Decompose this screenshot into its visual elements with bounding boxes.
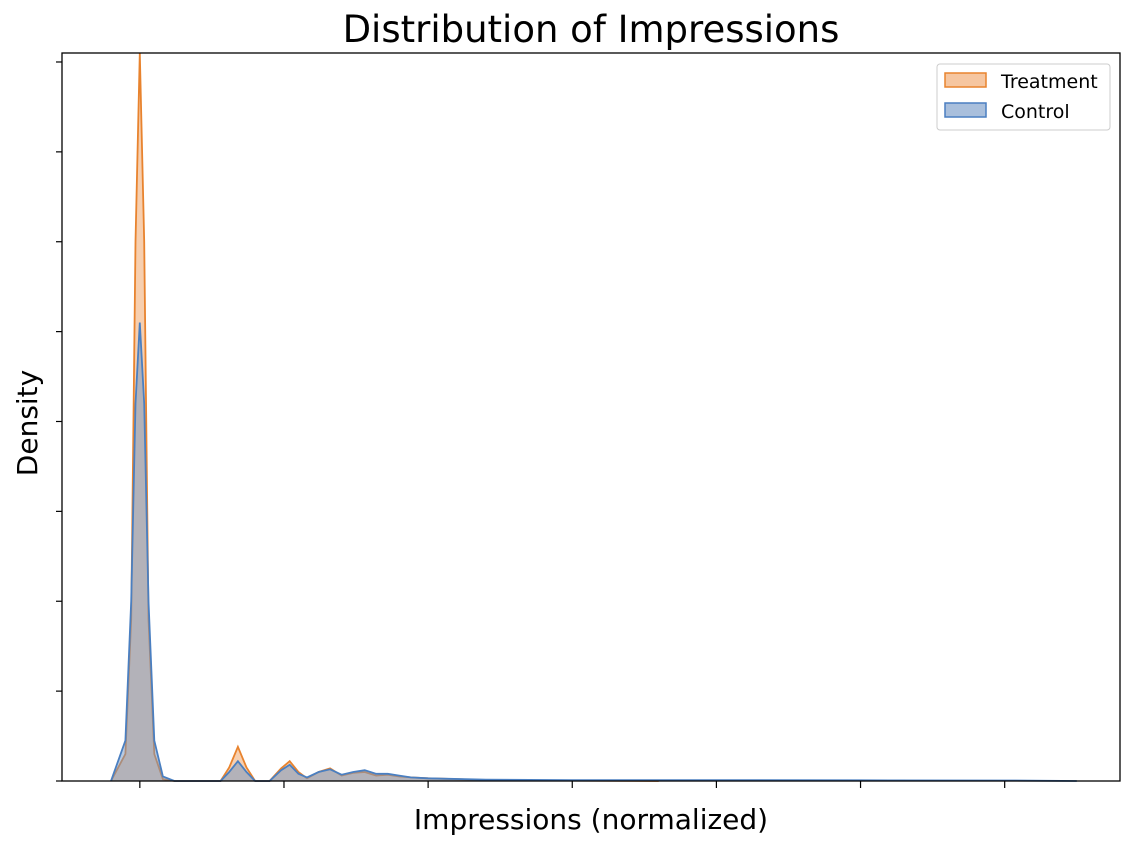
legend-swatch-control: [944, 102, 987, 118]
density-area-treatment: [111, 53, 659, 781]
legend-label-treatment: Treatment: [1000, 71, 1098, 93]
legend-swatch-treatment: [944, 72, 987, 88]
density-line-control: [110, 322, 1077, 782]
y-axis-label: Density: [11, 370, 44, 476]
legend: Treatment Control: [936, 63, 1111, 131]
x-axis-label: Impressions (normalized): [414, 803, 768, 836]
chart-title: Distribution of Impressions: [343, 8, 840, 51]
plot-area: [110, 52, 1077, 782]
density-area-control: [111, 322, 1077, 781]
legend-label-control: Control: [1001, 101, 1070, 123]
axis-ticks: [56, 61, 1006, 788]
density-line-treatment: [110, 52, 659, 782]
plot-frame: [61, 52, 1121, 782]
